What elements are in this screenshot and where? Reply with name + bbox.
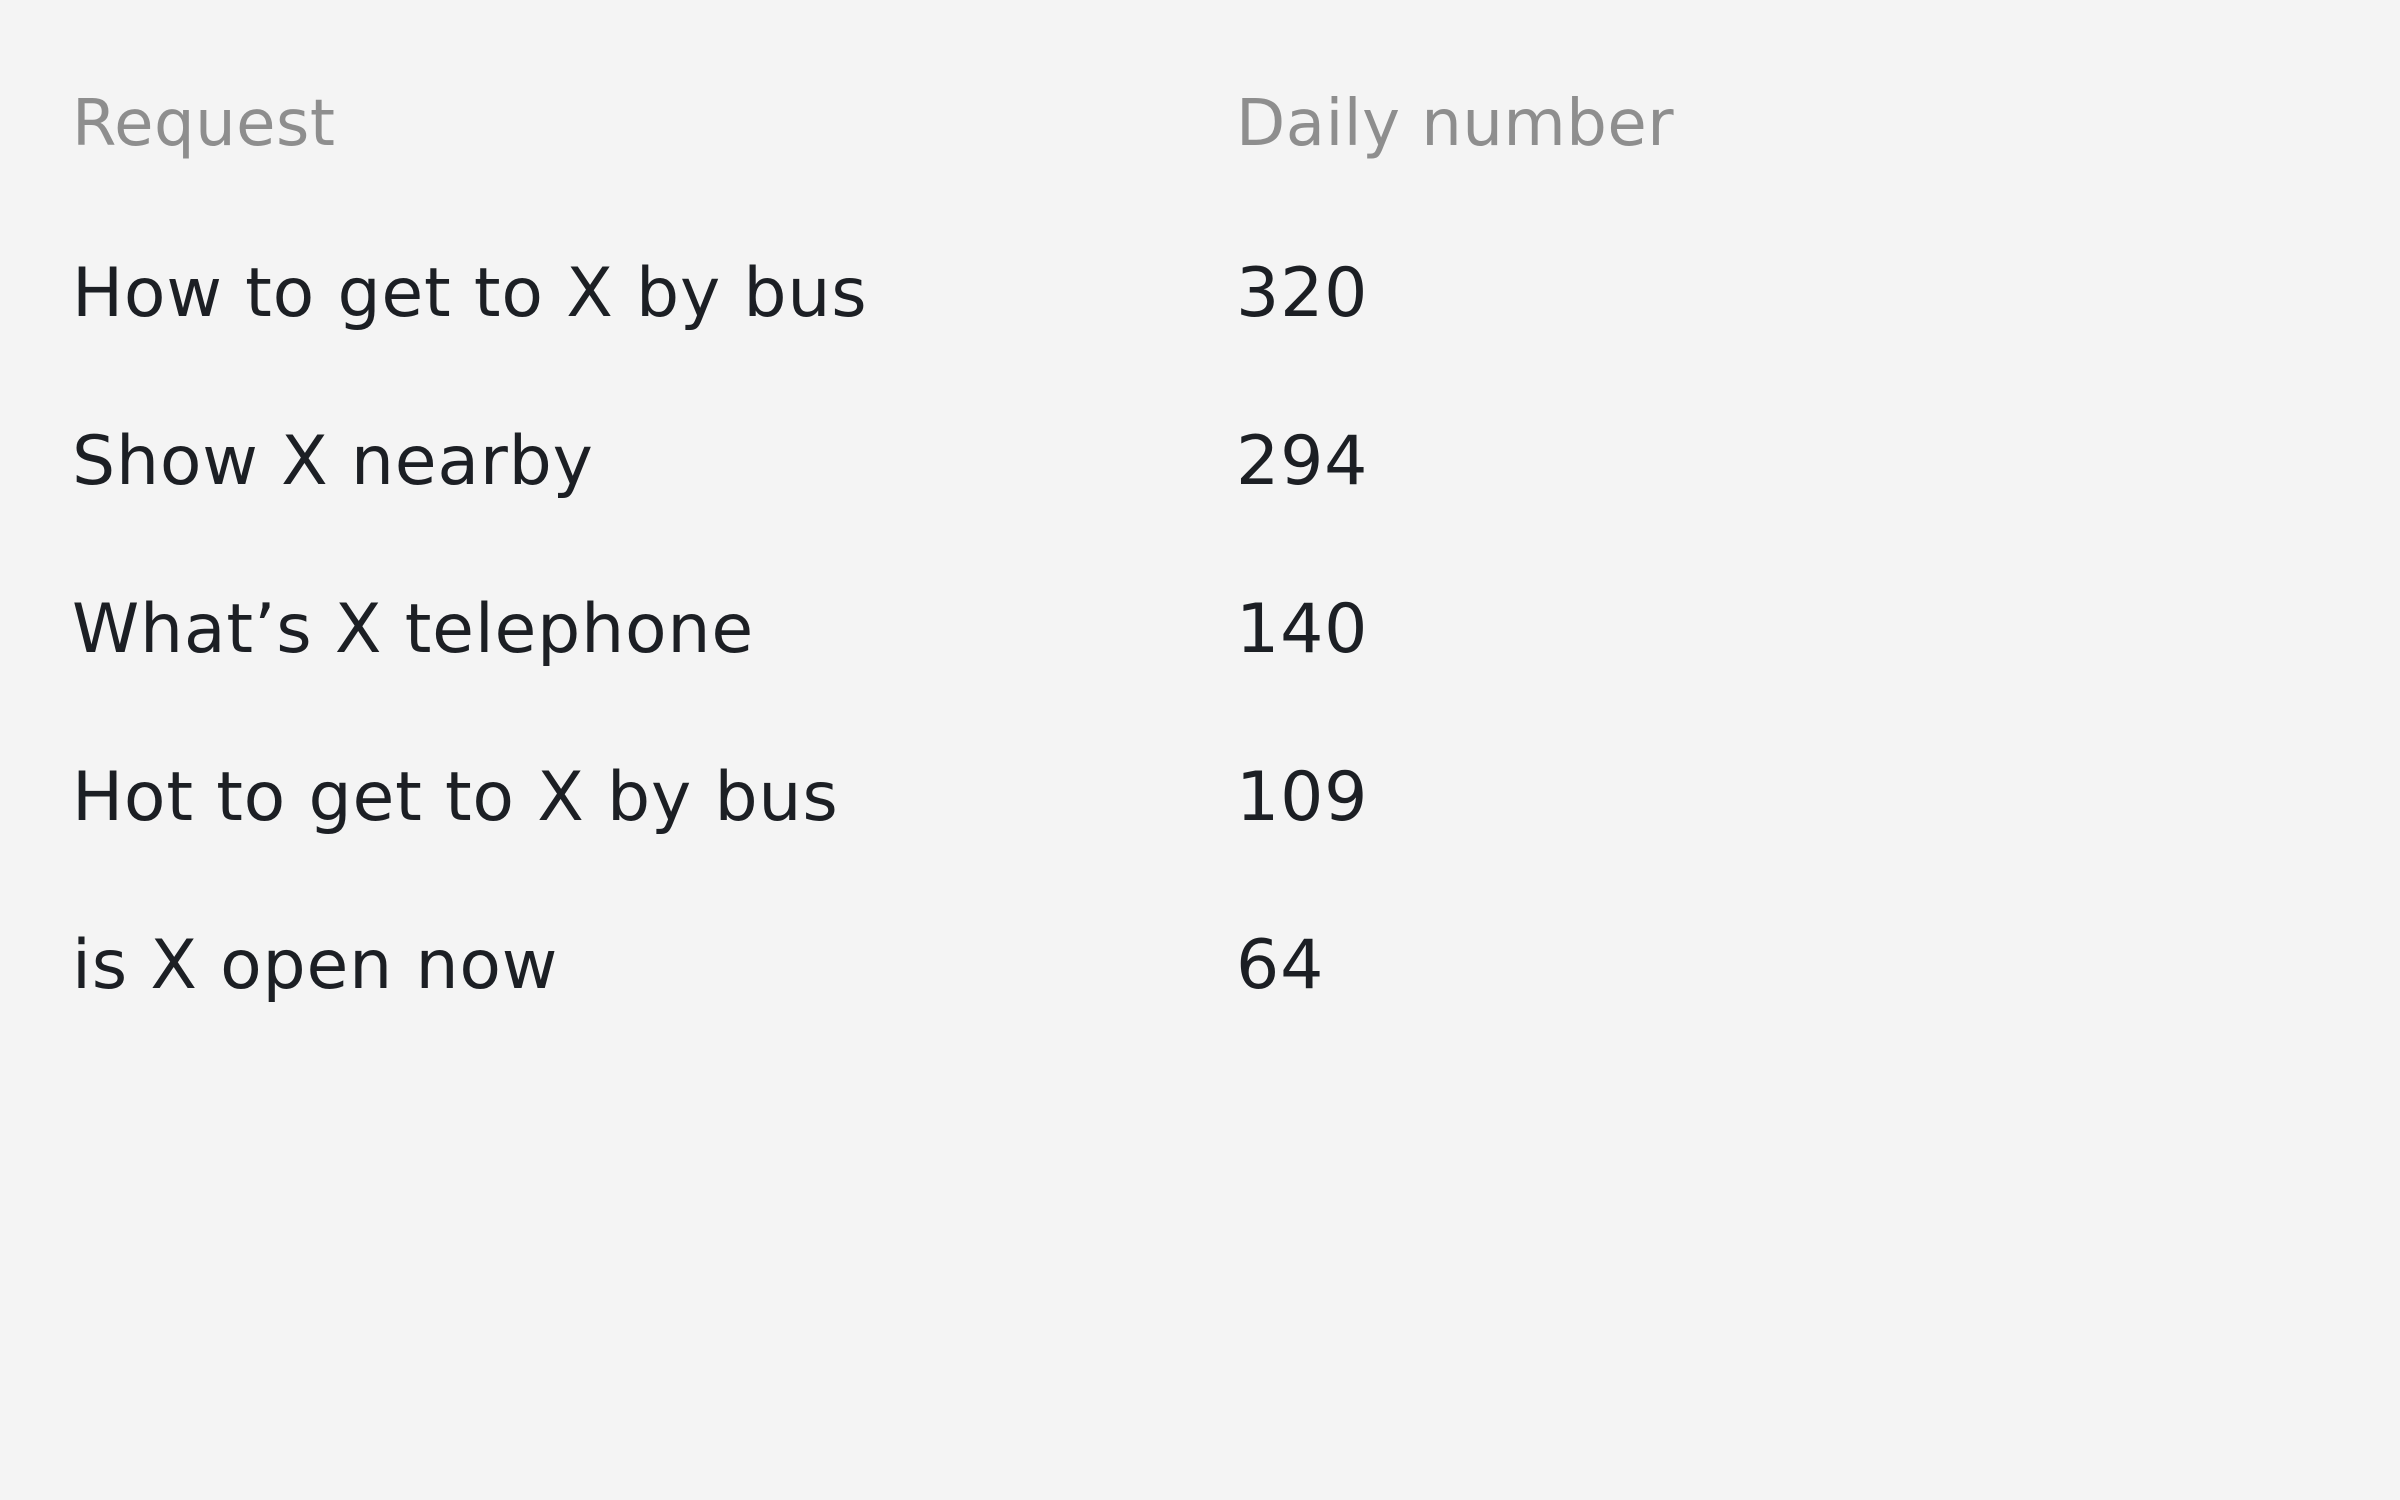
column-header-request: Request <box>72 87 336 161</box>
table-header-row: Request Daily number <box>72 92 2328 260</box>
column-header-daily-number: Daily number <box>1236 87 1675 161</box>
daily-number-cell: 64 <box>1236 926 1325 1005</box>
table-row: How to get to X by bus 320 <box>72 260 2328 428</box>
daily-number-cell: 109 <box>1236 758 1369 837</box>
table-row: is X open now 64 <box>72 932 2328 1100</box>
daily-number-cell: 140 <box>1236 590 1369 669</box>
request-cell: How to get to X by bus <box>72 254 868 333</box>
request-cell: Hot to get to X by bus <box>72 758 839 837</box>
table-row: What’s X telephone 140 <box>72 596 2328 764</box>
request-cell: Show X nearby <box>72 422 594 501</box>
table-row: Show X nearby 294 <box>72 428 2328 596</box>
requests-table: Request Daily number How to get to X by … <box>72 92 2328 1100</box>
daily-number-cell: 294 <box>1236 422 1369 501</box>
daily-number-cell: 320 <box>1236 254 1369 333</box>
request-cell: What’s X telephone <box>72 590 754 669</box>
table-row: Hot to get to X by bus 109 <box>72 764 2328 932</box>
request-cell: is X open now <box>72 926 559 1005</box>
